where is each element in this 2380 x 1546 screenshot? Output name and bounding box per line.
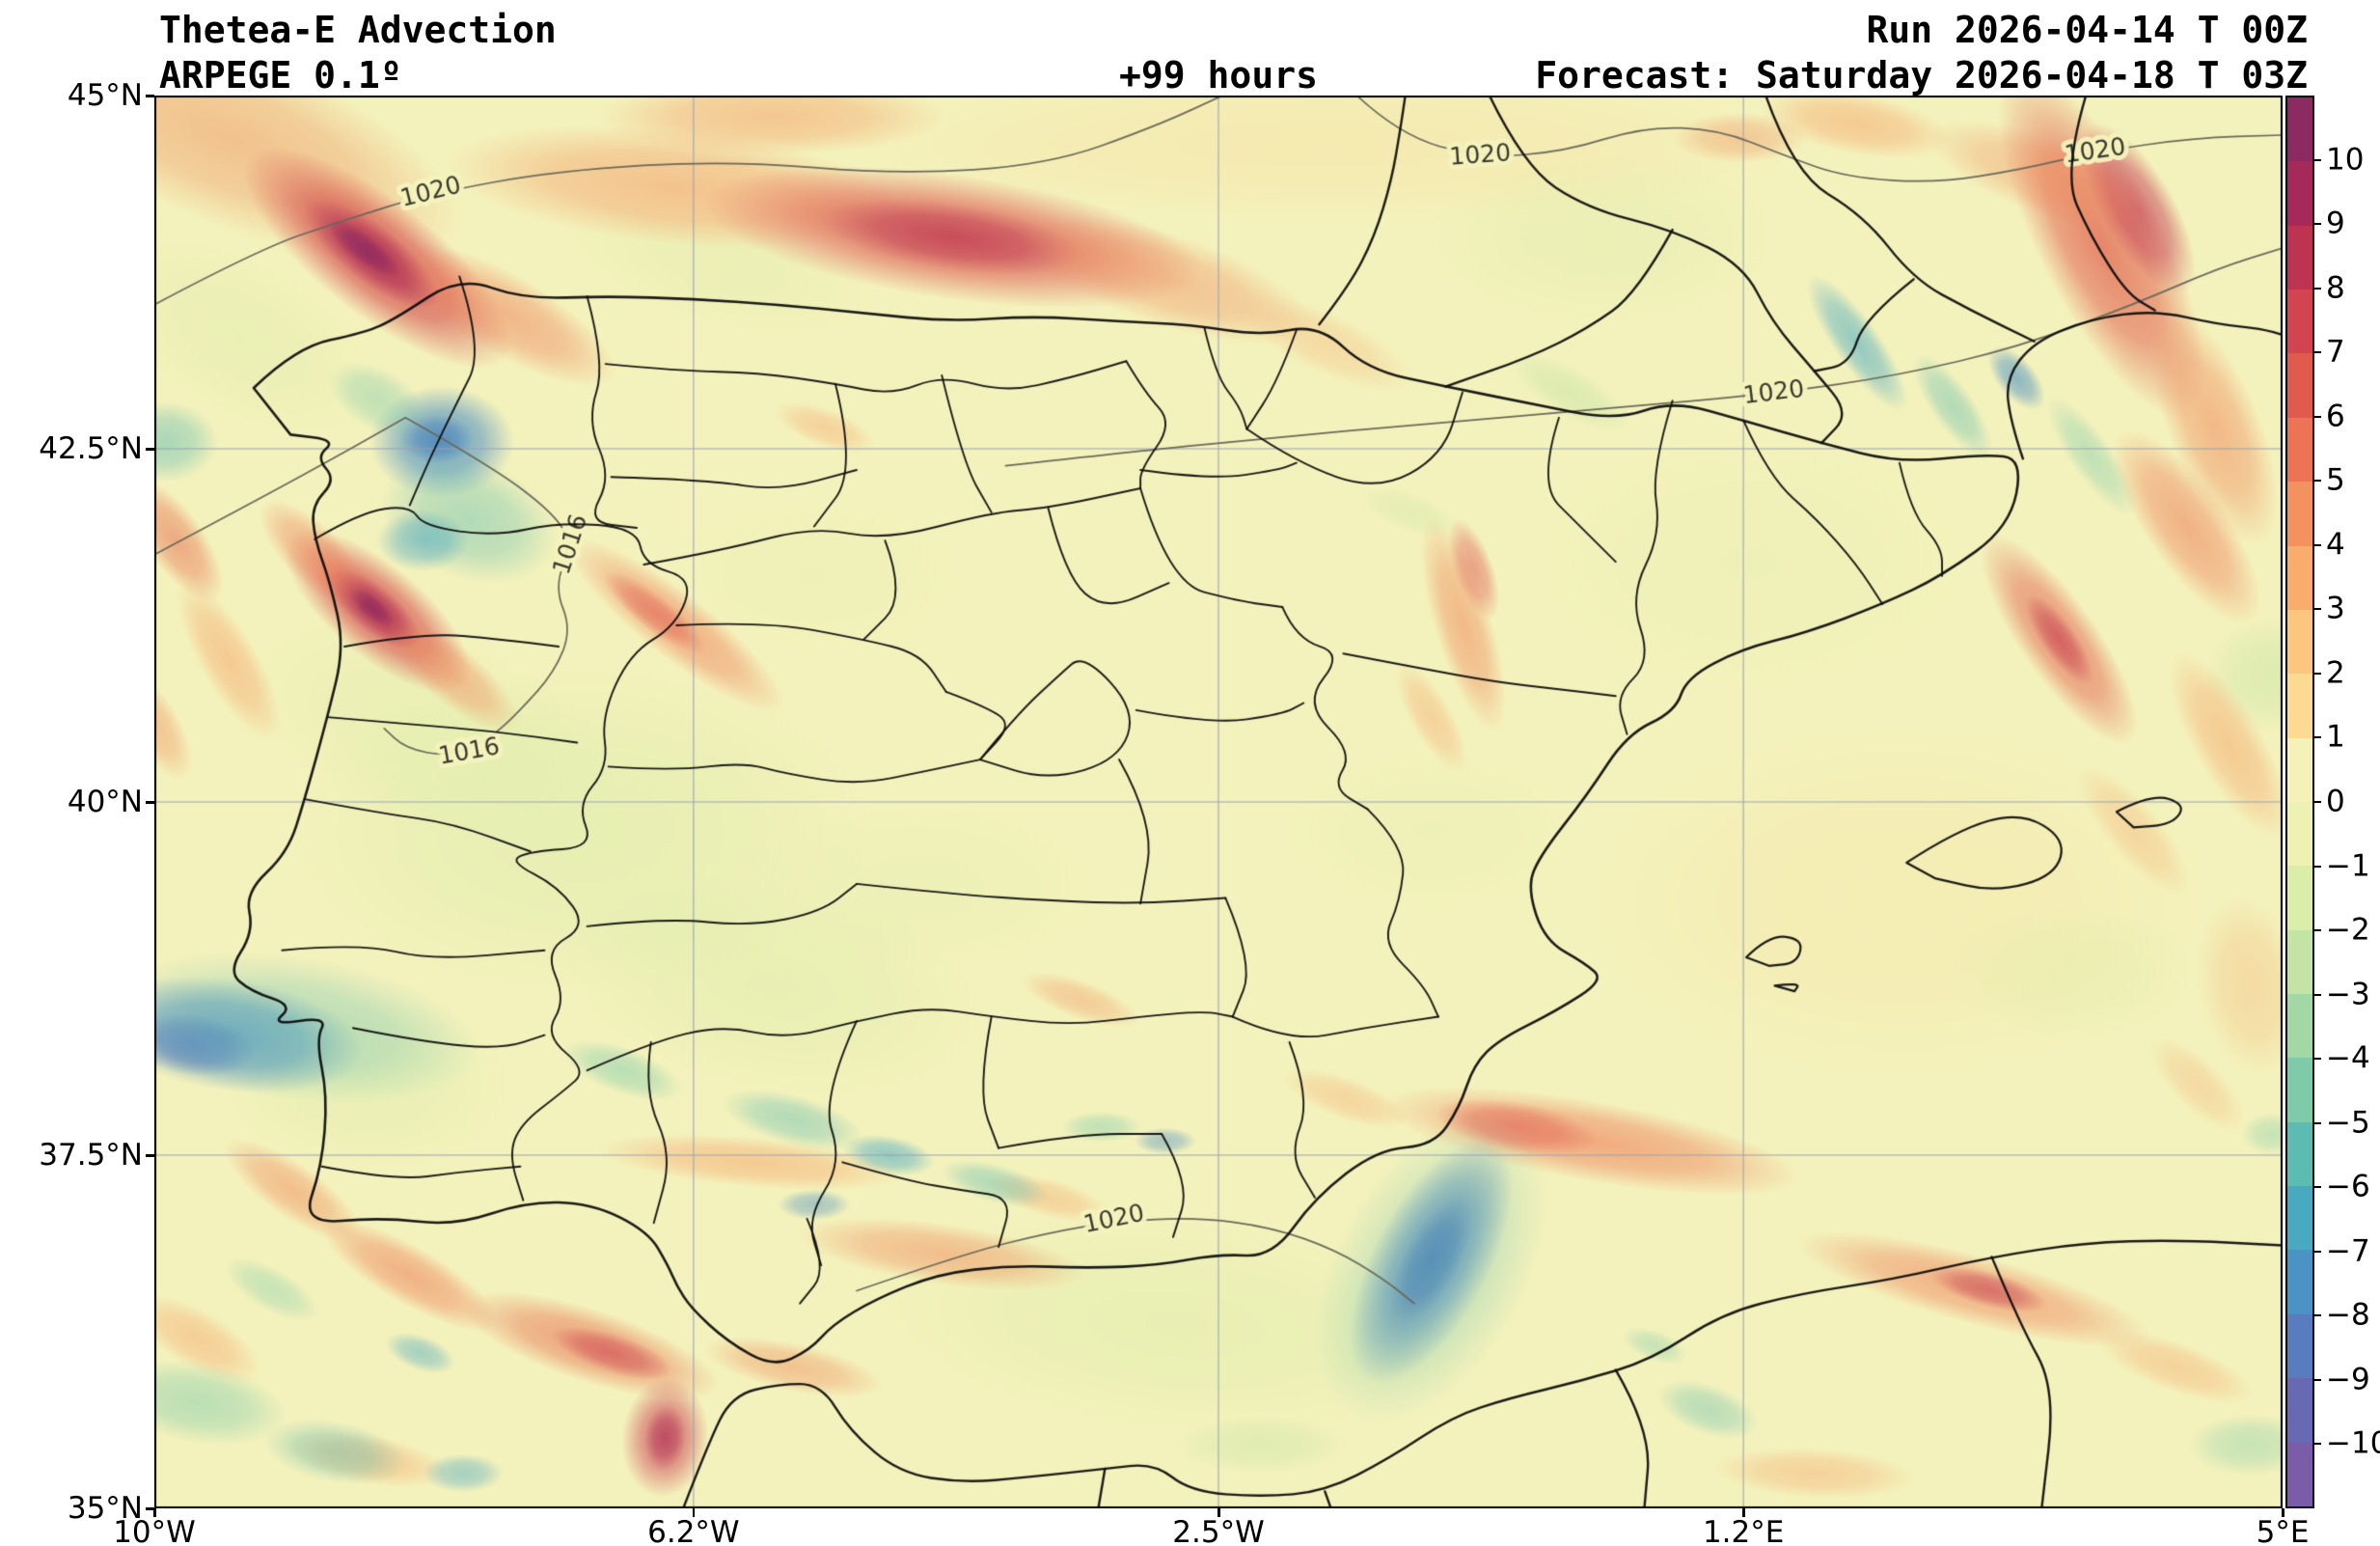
- colorbar-tick-label: 3: [2326, 591, 2345, 626]
- y-axis-label: 40°N: [67, 785, 143, 819]
- lead-time-label: +99 hours: [1119, 54, 1318, 97]
- colorbar-tick: [2314, 672, 2321, 675]
- y-axis-label: 45°N: [67, 78, 143, 113]
- colorbar-tick-label: 6: [2326, 399, 2345, 434]
- advection-map-canvas: [154, 96, 2283, 1508]
- x-axis-tick: [692, 1508, 696, 1517]
- colorbar-band: [2287, 1250, 2312, 1314]
- colorbar-tick-label: 7: [2326, 334, 2345, 370]
- colorbar-tick: [2314, 801, 2321, 803]
- colorbar-tick-label: 1: [2326, 719, 2345, 755]
- colorbar-tick-label: −8: [2326, 1297, 2370, 1333]
- colorbar-band: [2287, 1186, 2312, 1251]
- colorbar-tick: [2314, 929, 2321, 932]
- colorbar-band: [2287, 1313, 2312, 1379]
- colorbar-tick-label: −5: [2326, 1105, 2370, 1141]
- colorbar-tick: [2314, 1378, 2321, 1381]
- x-axis-tick: [1217, 1508, 1220, 1517]
- colorbar-band: [2287, 225, 2312, 290]
- colorbar-band: [2287, 801, 2312, 867]
- colorbar-tick-label: 4: [2326, 527, 2345, 563]
- colorbar-tick-label: 5: [2326, 462, 2345, 498]
- colorbar-band: [2287, 353, 2312, 418]
- colorbar-band: [2287, 161, 2312, 226]
- colorbar-tick: [2314, 1121, 2321, 1124]
- x-axis-label: 5°E: [2256, 1515, 2310, 1546]
- model-resolution-label: ARPEGE 0.1º: [159, 54, 402, 97]
- colorbar-tick: [2314, 865, 2321, 868]
- colorbar-tick-label: 2: [2326, 655, 2345, 691]
- colorbar: [2285, 96, 2314, 1508]
- x-axis-label: 1.2°E: [1702, 1515, 1785, 1546]
- colorbar-tick-label: −9: [2326, 1362, 2370, 1397]
- colorbar-tick: [2314, 480, 2321, 483]
- x-axis-tick: [153, 1508, 156, 1517]
- colorbar-tick: [2314, 158, 2321, 161]
- colorbar-band: [2287, 1378, 2312, 1443]
- colorbar-tick-label: 8: [2326, 270, 2345, 306]
- forecast-valid-time-label: Forecast: Saturday 2026-04-18 T 03Z: [1535, 54, 2308, 97]
- colorbar-band: [2287, 609, 2312, 675]
- colorbar-tick: [2314, 608, 2321, 611]
- x-axis-tick: [2282, 1508, 2284, 1517]
- run-time-label: Run 2026-04-14 T 00Z: [1866, 9, 2308, 51]
- colorbar-band: [2287, 1058, 2312, 1122]
- colorbar-band: [2287, 866, 2312, 930]
- colorbar-tick: [2314, 287, 2321, 290]
- colorbar-tick-label: 10: [2326, 142, 2365, 178]
- colorbar-tick-label: −4: [2326, 1040, 2370, 1076]
- colorbar-tick: [2314, 351, 2321, 354]
- colorbar-tick-label: −10: [2326, 1425, 2380, 1461]
- y-axis-label: 42.5°N: [39, 431, 143, 466]
- y-axis-label: 37.5°N: [39, 1138, 143, 1173]
- colorbar-tick: [2314, 1250, 2321, 1253]
- y-axis-tick: [146, 801, 154, 804]
- y-axis-tick: [146, 1507, 154, 1510]
- y-axis-tick: [146, 95, 154, 97]
- colorbar-tick: [2314, 223, 2321, 226]
- colorbar-band: [2287, 545, 2312, 610]
- y-axis-label: 35°N: [67, 1491, 143, 1526]
- colorbar-band: [2287, 1442, 2312, 1506]
- colorbar-tick-label: −2: [2326, 912, 2370, 948]
- colorbar-band: [2287, 929, 2312, 995]
- colorbar-band: [2287, 674, 2312, 738]
- colorbar-tick: [2314, 1314, 2321, 1317]
- colorbar-tick-label: −6: [2326, 1169, 2370, 1204]
- colorbar-tick: [2314, 1058, 2321, 1061]
- colorbar-tick-label: −1: [2326, 848, 2370, 884]
- colorbar-band: [2287, 994, 2312, 1059]
- colorbar-tick: [2314, 736, 2321, 739]
- y-axis-tick: [146, 448, 154, 451]
- colorbar-band: [2287, 97, 2312, 162]
- x-axis-label: 2.5°W: [1172, 1515, 1265, 1546]
- colorbar-band: [2287, 737, 2312, 802]
- colorbar-tick: [2314, 1186, 2321, 1189]
- y-axis-tick: [146, 1154, 154, 1157]
- x-axis-label: 6.2°W: [647, 1515, 740, 1546]
- colorbar-tick-label: −3: [2326, 977, 2370, 1012]
- colorbar-tick-label: 0: [2326, 784, 2345, 819]
- colorbar-tick: [2314, 415, 2321, 418]
- colorbar-tick-label: −7: [2326, 1233, 2370, 1269]
- x-axis-label: 10°W: [113, 1515, 196, 1546]
- colorbar-tick: [2314, 993, 2321, 996]
- colorbar-tick: [2314, 543, 2321, 546]
- colorbar-band: [2287, 482, 2312, 546]
- colorbar-band: [2287, 417, 2312, 483]
- colorbar-band: [2287, 1121, 2312, 1187]
- colorbar-tick-label: 9: [2326, 206, 2345, 241]
- chart-title: Thetea-E Advection: [159, 9, 557, 51]
- x-axis-tick: [1742, 1508, 1745, 1517]
- colorbar-band: [2287, 290, 2312, 354]
- colorbar-tick: [2314, 1443, 2321, 1446]
